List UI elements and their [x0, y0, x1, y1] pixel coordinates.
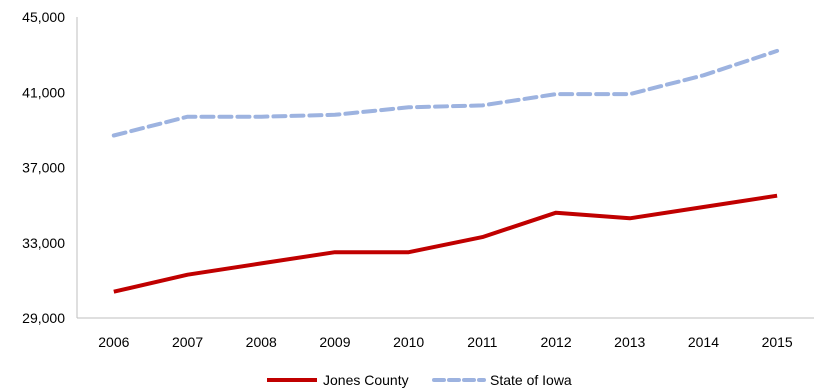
x-tick-label: 2009	[319, 334, 350, 350]
x-tick-label: 2013	[614, 334, 645, 350]
series-lines	[111, 48, 780, 294]
x-tick-label: 2010	[393, 334, 424, 350]
y-tick-label: 41,000	[22, 84, 65, 100]
y-tick-label: 33,000	[22, 235, 65, 251]
legend-label: Jones County	[323, 372, 409, 388]
x-tick-label: 2006	[98, 334, 129, 350]
y-tick-label: 29,000	[22, 310, 65, 326]
axes	[76, 17, 814, 319]
x-tick-label: 2008	[246, 334, 277, 350]
x-tick-label: 2014	[688, 334, 719, 350]
x-tick-labels: 2006 2007 2008 2009 2010 2011 2012 2013 2014 2015	[98, 334, 793, 350]
y-tick-labels: 29,000 33,000 37,000 41,000 45,000	[22, 9, 65, 326]
legend-label: State of Iowa	[490, 372, 572, 388]
legend: Jones County State of Iowa	[267, 372, 572, 388]
y-tick-label: 45,000	[22, 9, 65, 25]
series-line-jones-county	[113, 193, 778, 294]
x-tick-label: 2012	[540, 334, 571, 350]
series-line-state-of-iowa	[111, 48, 780, 138]
x-tick-label: 2007	[172, 334, 203, 350]
x-tick-label: 2015	[762, 334, 793, 350]
x-tick-label: 2011	[467, 334, 497, 350]
y-tick-label: 37,000	[22, 160, 65, 176]
